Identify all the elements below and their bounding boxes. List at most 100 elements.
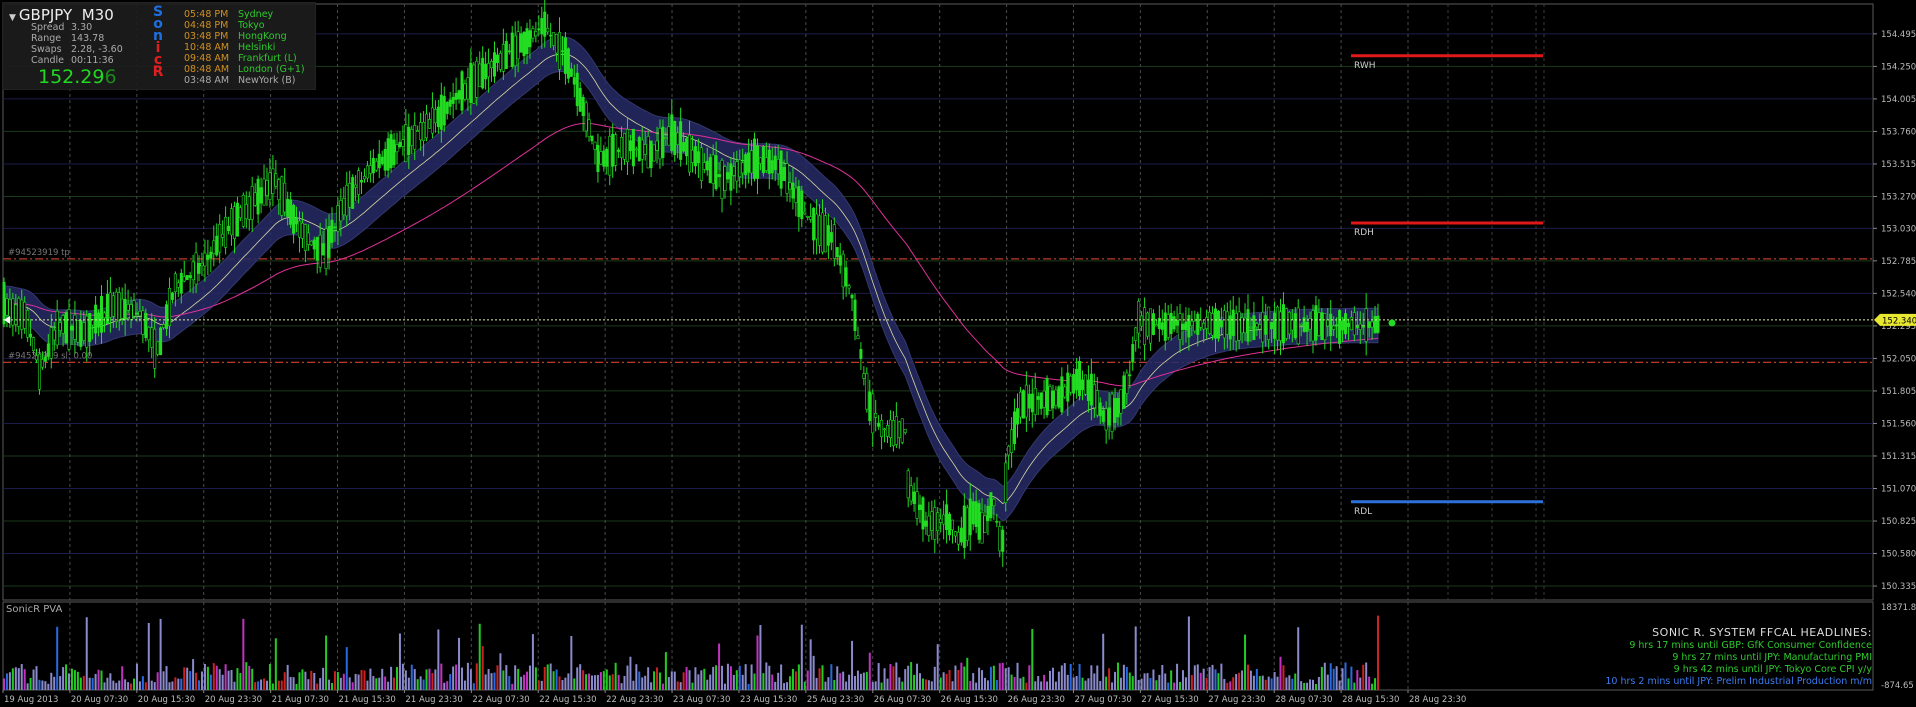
volume-bar	[348, 677, 351, 690]
candle-body	[764, 157, 768, 171]
candle-body	[79, 320, 83, 347]
volume-bar	[484, 674, 487, 690]
volume-bar	[70, 668, 73, 690]
volume-bar	[839, 673, 842, 690]
volume-bar	[1196, 664, 1199, 690]
volume-bar	[661, 683, 664, 690]
volume-bar	[1137, 679, 1140, 690]
current-price-tag	[1874, 313, 1916, 326]
candle-body	[100, 295, 104, 333]
volume-bar	[679, 682, 682, 690]
volume-bar	[410, 664, 413, 690]
candle-body	[315, 236, 319, 261]
candle-body	[460, 71, 464, 111]
volume-bar	[330, 682, 333, 690]
candle-body	[197, 262, 201, 274]
candle-body	[1311, 310, 1315, 342]
volume-bar	[697, 674, 700, 690]
candle-body	[70, 325, 74, 331]
candle-body	[832, 224, 836, 259]
candle-body	[977, 503, 981, 540]
candle-body	[599, 151, 603, 165]
candle-body	[652, 144, 656, 162]
volume-bar	[1270, 678, 1273, 690]
volume-bar	[366, 680, 369, 690]
volume-bar	[384, 676, 387, 690]
candle-body	[1039, 392, 1043, 409]
volume-bar	[206, 666, 209, 690]
volume-bar	[910, 662, 913, 690]
collapse-triangle-icon[interactable]: ▼	[9, 13, 16, 23]
volume-bar	[647, 667, 650, 690]
volume-bar	[11, 668, 14, 690]
volume-bar	[1297, 627, 1300, 690]
candle-body	[965, 507, 969, 541]
candle-body	[416, 130, 420, 132]
volume-bar	[1057, 671, 1060, 690]
volume-bar	[658, 672, 661, 690]
candle-body	[425, 113, 429, 139]
candle-body	[723, 166, 727, 191]
candle-body	[1370, 321, 1374, 328]
volume-bar	[1149, 677, 1152, 690]
volume-bar	[853, 676, 856, 690]
candle-body	[362, 176, 366, 180]
candle-body	[522, 31, 526, 57]
volume-bar	[1362, 664, 1365, 690]
candle-body	[392, 139, 396, 166]
volume-bar	[528, 665, 531, 690]
candle-body	[1264, 315, 1268, 335]
candle-body	[584, 102, 588, 132]
candle-body	[20, 299, 24, 330]
volume-bar	[880, 682, 883, 690]
volume-bar	[431, 673, 434, 690]
candle-body	[398, 141, 402, 148]
candle-body	[962, 505, 966, 548]
candle-body	[1042, 390, 1046, 408]
volume-bar	[1164, 673, 1167, 690]
volume-bar	[1291, 678, 1294, 690]
volume-bar	[156, 672, 159, 690]
x-tick-label: 27 Aug 07:30	[1074, 695, 1131, 705]
volume-bar	[29, 678, 32, 690]
candle-body	[525, 28, 529, 55]
volume-bar	[319, 678, 322, 690]
candle-body	[897, 421, 901, 438]
volume-bar	[257, 681, 260, 690]
candle-body	[1249, 326, 1253, 329]
volume-bar	[50, 672, 53, 690]
y-tick-label: 151.315	[1881, 452, 1916, 462]
candle-body	[581, 97, 585, 117]
volume-bar	[274, 638, 277, 690]
volume-bar	[481, 646, 484, 690]
volume-bar	[756, 635, 759, 690]
candle-body	[1092, 384, 1096, 409]
volume-bar	[73, 670, 76, 690]
candle-body	[1166, 314, 1170, 338]
candle-body	[188, 275, 192, 278]
candle-body	[815, 213, 819, 240]
volume-bar	[868, 652, 871, 690]
volume-bar	[174, 677, 177, 690]
candle-body	[436, 106, 440, 128]
headline-item: 10 hrs 2 mins until JPY: Prelim Industri…	[1605, 676, 1872, 687]
candle-body	[1018, 391, 1022, 418]
volume-bar	[653, 671, 656, 690]
volume-bar	[588, 673, 591, 690]
volume-bar	[511, 683, 514, 690]
candle-body	[1234, 313, 1238, 342]
candle-body	[649, 140, 653, 169]
candle-body	[8, 299, 12, 319]
candle-body	[1281, 304, 1285, 344]
candle-body	[498, 52, 502, 70]
volume-bar	[333, 671, 336, 690]
candle-body	[1343, 313, 1347, 335]
candle-body	[1013, 411, 1017, 444]
volume-bar	[342, 673, 345, 690]
volume-bar	[644, 675, 647, 690]
volume-bar	[419, 676, 422, 690]
candle-body	[238, 207, 242, 219]
volume-bar	[916, 663, 919, 690]
